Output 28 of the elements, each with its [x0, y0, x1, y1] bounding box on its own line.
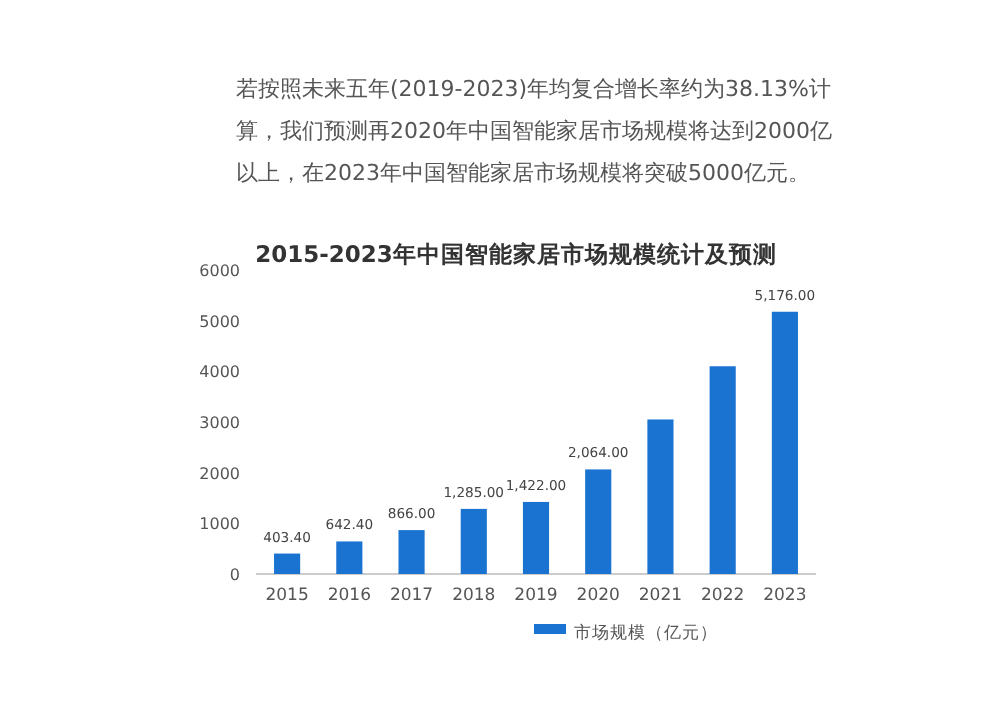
bar [585, 469, 612, 574]
x-tick-label: 2018 [452, 586, 496, 606]
x-tick-label: 2020 [576, 586, 620, 606]
x-tick-label: 2023 [763, 586, 807, 606]
bar [647, 419, 674, 574]
x-tick-label: 2019 [514, 586, 558, 606]
chart-title: 2015-2023年中国智能家居市场规模统计及预测 [255, 240, 777, 268]
y-tick-label: 6000 [199, 262, 240, 280]
bar [709, 366, 736, 574]
text: 若按照未来五年(2019-2023)年均复合增长率约为38.13%计算，我们预测再2020年中国智能家居市场规模将达到2000亿以上，在2023年中国智能家居市场规模将突破5000亿元。 [236, 74, 834, 190]
bar [522, 501, 550, 574]
legend-label: 市场规模（亿元） [574, 622, 718, 644]
y-tick-label: 2000 [199, 464, 240, 483]
y-tick-label: 5000 [199, 312, 240, 331]
x-tick-label: 2015 [265, 586, 309, 606]
y-tick-label: 3000 [199, 414, 240, 432]
x-tick-label: 2021 [638, 586, 683, 606]
y-tick-label: 0 [229, 566, 240, 584]
bar [274, 553, 301, 574]
x-tick-label: 2022 [701, 586, 745, 606]
y-tick-label: 4000 [199, 363, 240, 382]
y-tick-label: 1000 [199, 515, 240, 534]
bar [771, 311, 798, 574]
bar [398, 530, 425, 574]
x-tick-label: 2017 [389, 586, 434, 606]
x-tick-label: 2016 [327, 586, 371, 606]
bar [336, 541, 363, 574]
bar [460, 508, 487, 574]
